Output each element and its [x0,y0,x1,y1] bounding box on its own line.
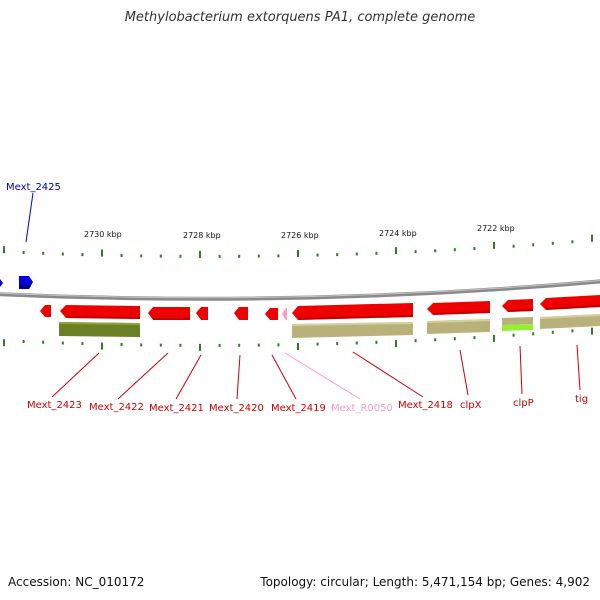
gene-arrow-mext-2419[interactable] [265,308,278,320]
gene-label-mext-2418[interactable]: Mext_2418 [398,400,453,411]
length-label: Length: [372,575,419,589]
gene-label-mext-2420[interactable]: Mext_2420 [209,403,264,414]
gene-label-mext-2423[interactable]: Mext_2423 [27,400,82,411]
scale-label-2722: 2722 kbp [477,224,515,233]
feature-bar-clpx[interactable] [427,319,490,334]
topology-value: circular [320,575,365,589]
length-value: 5,471,154 bp [421,575,502,589]
feature-bar-mext-2423-top [59,322,140,325]
scale-label-2728: 2728 kbp [183,231,221,240]
feature-bar-clpx-top [427,319,490,323]
gene-arrow-clpx[interactable] [427,301,490,315]
gene-label-tig[interactable]: tig [575,394,588,405]
gene-arrow-mext-2423[interactable] [60,305,140,319]
scale-ticks-upper [3,234,593,258]
gene-arrow-partial-left[interactable] [0,279,3,287]
gene-arrow-mext-2418[interactable] [292,303,413,320]
feature-bar-clpp-lime[interactable] [502,324,533,331]
topology-label: Topology: [260,575,317,589]
feature-bar-mext-2418[interactable] [292,322,413,338]
gene-arrow-clpp[interactable] [502,299,533,312]
genome-backbone-highlight [0,279,600,299]
gene-label-mext-2422[interactable]: Mext_2422 [89,402,144,413]
gene-label-mext-r0050[interactable]: Mext_R0050 [331,403,393,414]
gene-shading [66,305,600,320]
gene-arrow-mext-2425-shade [19,285,31,289]
feature-bar-mext-2418-top [292,322,413,326]
accession-label: Accession: [8,575,72,589]
gene-arrow-small-1[interactable] [40,305,51,317]
gene-arrow-mext-2421[interactable] [196,307,208,320]
genes-label: Genes: [509,575,552,589]
genome-title: Methylobacterium extorquens PA1, complet… [124,10,476,25]
feature-bar-clpp[interactable] [502,317,533,325]
feature-bar-mext-2423[interactable] [59,322,140,337]
gene-label-mext-2425[interactable]: Mext_2425 [6,182,61,193]
accession-value: NC_010172 [75,575,145,589]
gene-label-clpx[interactable]: clpX [460,400,482,411]
reverse-strand-genes [40,295,600,320]
scale-label-2726: 2726 kbp [281,231,319,240]
gene-arrow-mext-r0050[interactable] [282,308,287,320]
genome-stats: Topology: circular; Length: 5,471,154 bp… [260,575,590,589]
gene-label-clpp[interactable]: clpP [513,398,534,409]
feature-bar-tig-top [540,314,600,319]
scale-ticks-lower [3,327,593,351]
gene-label-mext-2419[interactable]: Mext_2419 [271,403,326,414]
scale-label-2730: 2730 kbp [84,230,122,239]
scale-label-2724: 2724 kbp [379,229,417,238]
gene-arrow-mext-2420[interactable] [234,307,248,320]
gene-arrow-mext-2422[interactable] [148,307,190,320]
genes-value: 4,902 [555,575,590,589]
label-leaders [25,192,581,400]
genome-backbone [0,279,600,301]
accession-info: Accession: NC_010172 [8,575,144,589]
gene-label-mext-2421[interactable]: Mext_2421 [149,403,204,414]
